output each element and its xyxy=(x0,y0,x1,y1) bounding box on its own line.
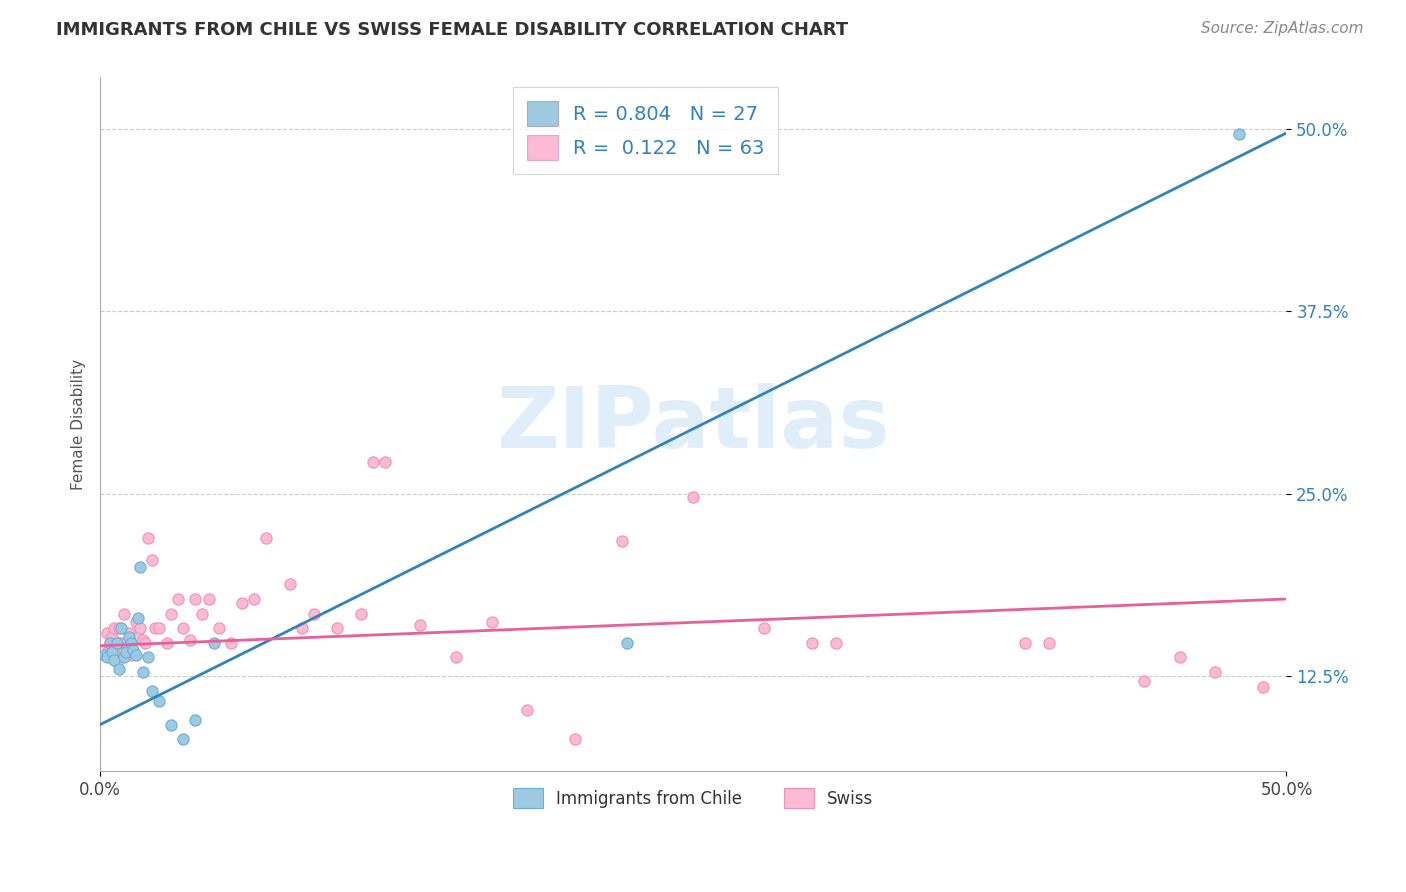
Point xyxy=(122,643,145,657)
Point xyxy=(1168,650,1191,665)
Point xyxy=(184,713,207,727)
Point xyxy=(103,644,125,658)
Point xyxy=(141,684,163,698)
Point xyxy=(326,621,349,635)
Point xyxy=(409,618,432,632)
Point xyxy=(610,533,633,548)
Point xyxy=(120,636,142,650)
Point xyxy=(231,596,253,610)
Legend: Immigrants from Chile, Swiss: Immigrants from Chile, Swiss xyxy=(506,781,880,815)
Point xyxy=(564,732,586,747)
Point xyxy=(103,653,125,667)
Point xyxy=(481,615,503,630)
Point xyxy=(117,630,139,644)
Point xyxy=(208,621,231,635)
Point xyxy=(112,607,135,621)
Point xyxy=(291,621,314,635)
Point xyxy=(108,636,131,650)
Point xyxy=(129,559,152,574)
Point xyxy=(824,636,846,650)
Point xyxy=(516,703,538,717)
Point xyxy=(125,615,148,630)
Point xyxy=(350,607,373,621)
Point xyxy=(112,650,135,665)
Point xyxy=(167,592,190,607)
Point xyxy=(1038,636,1060,650)
Point xyxy=(127,611,149,625)
Point xyxy=(132,665,155,679)
Point xyxy=(94,648,117,662)
Point xyxy=(172,621,194,635)
Point xyxy=(129,621,152,635)
Point xyxy=(98,636,121,650)
Point xyxy=(96,644,118,658)
Point xyxy=(184,592,207,607)
Point xyxy=(361,455,384,469)
Point xyxy=(110,621,132,635)
Point xyxy=(117,625,139,640)
Point xyxy=(219,636,242,650)
Point xyxy=(143,621,166,635)
Point xyxy=(243,592,266,607)
Point xyxy=(127,630,149,644)
Point xyxy=(136,650,159,665)
Point xyxy=(136,531,159,545)
Point xyxy=(103,621,125,635)
Point xyxy=(96,650,118,665)
Point xyxy=(96,625,118,640)
Point xyxy=(155,636,177,650)
Point xyxy=(108,662,131,676)
Point xyxy=(754,621,776,635)
Point xyxy=(105,655,128,669)
Point xyxy=(105,636,128,650)
Point xyxy=(1133,673,1156,688)
Point xyxy=(108,621,131,635)
Point xyxy=(1014,636,1036,650)
Point xyxy=(179,632,201,647)
Point xyxy=(122,632,145,647)
Point xyxy=(254,531,277,545)
Point xyxy=(101,630,124,644)
Point xyxy=(1204,665,1226,679)
Point xyxy=(98,636,121,650)
Point xyxy=(616,636,638,650)
Point xyxy=(160,607,183,621)
Point xyxy=(302,607,325,621)
Point xyxy=(148,621,170,635)
Point xyxy=(800,636,823,650)
Point xyxy=(101,644,124,658)
Y-axis label: Female Disability: Female Disability xyxy=(72,359,86,490)
Point xyxy=(115,636,138,650)
Text: ZIPatlas: ZIPatlas xyxy=(496,383,890,466)
Point xyxy=(134,636,156,650)
Point xyxy=(682,490,704,504)
Point xyxy=(198,592,221,607)
Point xyxy=(160,717,183,731)
Point xyxy=(132,632,155,647)
Point xyxy=(125,648,148,662)
Point xyxy=(148,694,170,708)
Point xyxy=(115,644,138,658)
Point xyxy=(94,648,117,662)
Point xyxy=(120,648,142,662)
Point xyxy=(110,636,132,650)
Point xyxy=(101,648,124,662)
Point xyxy=(202,636,225,650)
Text: IMMIGRANTS FROM CHILE VS SWISS FEMALE DISABILITY CORRELATION CHART: IMMIGRANTS FROM CHILE VS SWISS FEMALE DI… xyxy=(56,21,848,38)
Point xyxy=(990,794,1012,808)
Point xyxy=(191,607,214,621)
Point xyxy=(1227,128,1250,142)
Point xyxy=(141,552,163,566)
Point xyxy=(172,732,194,747)
Point xyxy=(444,650,467,665)
Point xyxy=(278,577,301,591)
Point xyxy=(1251,680,1274,694)
Point xyxy=(374,455,396,469)
Text: Source: ZipAtlas.com: Source: ZipAtlas.com xyxy=(1201,21,1364,36)
